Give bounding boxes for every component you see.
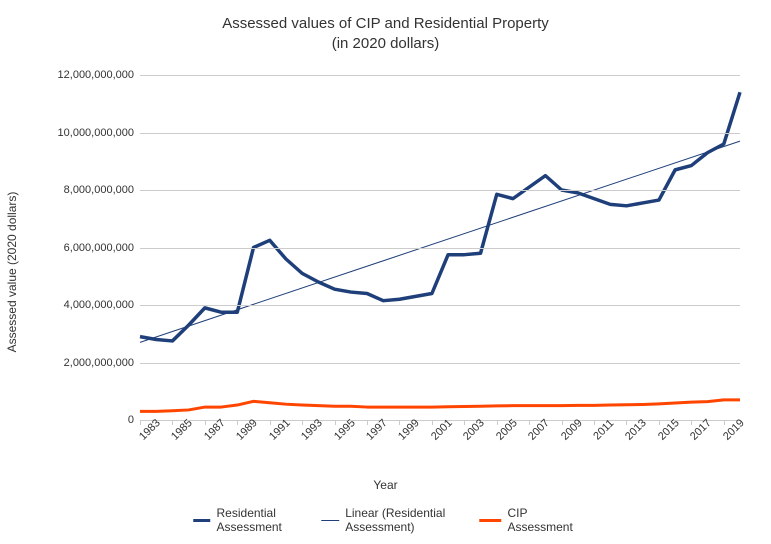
series-line bbox=[140, 92, 740, 341]
y-axis-label: Assessed value (2020 dollars) bbox=[5, 192, 19, 353]
legend-item: CIP Assessment bbox=[479, 506, 578, 534]
legend-label: Residential Assessment bbox=[217, 506, 298, 534]
grid-line bbox=[140, 305, 740, 306]
legend-swatch bbox=[479, 519, 502, 522]
grid-line bbox=[140, 133, 740, 134]
grid-line bbox=[140, 190, 740, 191]
chart-container: Assessed values of CIP and Residential P… bbox=[0, 0, 771, 544]
y-tick-label: 6,000,000,000 bbox=[64, 242, 140, 254]
x-axis-label: Year bbox=[373, 478, 397, 492]
legend-label: Linear (Residential Assessment) bbox=[345, 506, 455, 534]
legend-swatch bbox=[321, 520, 339, 521]
legend-swatch bbox=[193, 519, 211, 522]
legend-item: Linear (Residential Assessment) bbox=[321, 506, 455, 534]
grid-line bbox=[140, 363, 740, 364]
legend-item: Residential Assessment bbox=[193, 506, 298, 534]
series-line bbox=[140, 141, 740, 342]
legend-label: CIP Assessment bbox=[507, 506, 578, 534]
y-tick-label: 2,000,000,000 bbox=[64, 357, 140, 369]
y-tick-label: 8,000,000,000 bbox=[64, 184, 140, 196]
grid-line bbox=[140, 248, 740, 249]
legend: Residential Assessment Linear (Residentia… bbox=[193, 506, 579, 534]
y-tick-label: 12,000,000,000 bbox=[58, 69, 140, 81]
plot-area: 02,000,000,0004,000,000,0006,000,000,000… bbox=[140, 75, 740, 420]
grid-line bbox=[140, 75, 740, 76]
y-tick-label: 4,000,000,000 bbox=[64, 299, 140, 311]
y-tick-label: 10,000,000,000 bbox=[58, 127, 140, 139]
series-line bbox=[140, 400, 740, 412]
chart-title: Assessed values of CIP and Residential P… bbox=[222, 14, 549, 53]
